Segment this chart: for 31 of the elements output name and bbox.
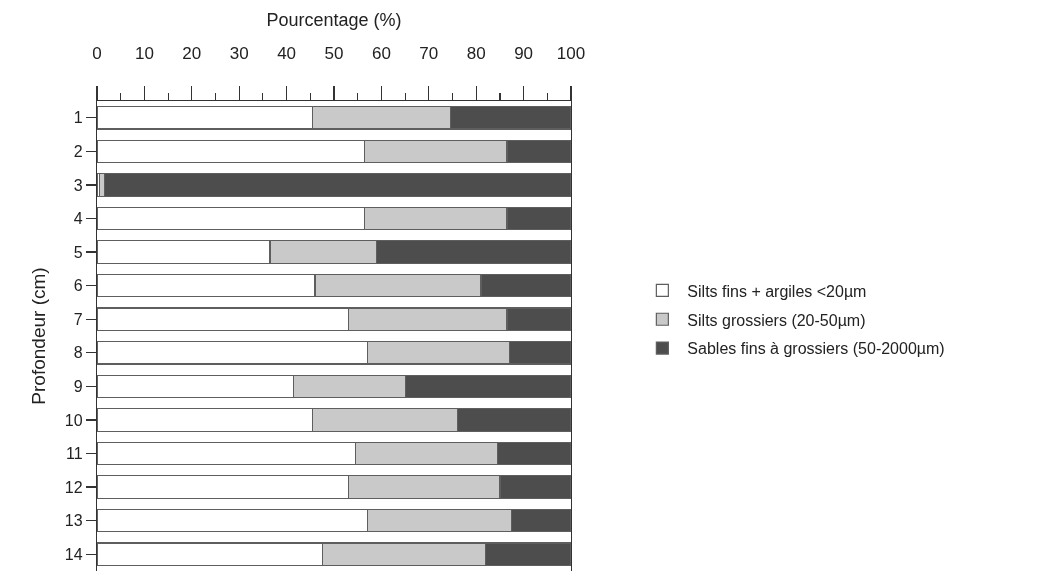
y-tick-label: 6	[73, 277, 83, 295]
legend-label: Silts grossiers (20-50µm)	[687, 311, 866, 329]
legend-label: Silts fins + argiles <20µm	[687, 282, 867, 300]
x-tick-label: 60	[371, 44, 391, 63]
y-tick-label: 4	[73, 210, 83, 228]
y-tick-label: 14	[64, 545, 83, 563]
x-tick-label: 100	[556, 44, 586, 63]
x-tick-label: 20	[182, 44, 202, 63]
y-tick-label: 10	[64, 411, 83, 429]
x-tick-label: 10	[134, 44, 154, 63]
x-tick-label: 0	[92, 44, 102, 63]
x-tick-label: 90	[514, 44, 534, 63]
y-tick-label: 8	[73, 344, 83, 362]
x-tick-label: 30	[229, 44, 249, 63]
y-tick-label: 12	[64, 478, 83, 496]
x-tick-label: 70	[419, 44, 439, 63]
y-tick-label: 2	[73, 142, 83, 160]
y-tick-label: 11	[65, 445, 83, 463]
y-tick-label: 3	[73, 176, 83, 194]
y-tick-label: 13	[64, 512, 83, 530]
x-tick-label: 80	[466, 44, 486, 63]
x-tick-label: 40	[277, 44, 297, 63]
legend-label: Sables fins à grossiers (50-2000µm)	[687, 340, 945, 358]
x-tick-label: 50	[324, 44, 344, 63]
y-tick-label: 1	[73, 109, 83, 127]
y-tick-label: 7	[73, 310, 83, 328]
x-axis-title: Pourcentage (%)	[266, 10, 402, 31]
y-axis-title: Profondeur (cm)	[27, 267, 49, 405]
bar	[103, 173, 571, 197]
y-tick-label: 5	[73, 243, 83, 261]
y-tick-label: 9	[73, 377, 83, 395]
